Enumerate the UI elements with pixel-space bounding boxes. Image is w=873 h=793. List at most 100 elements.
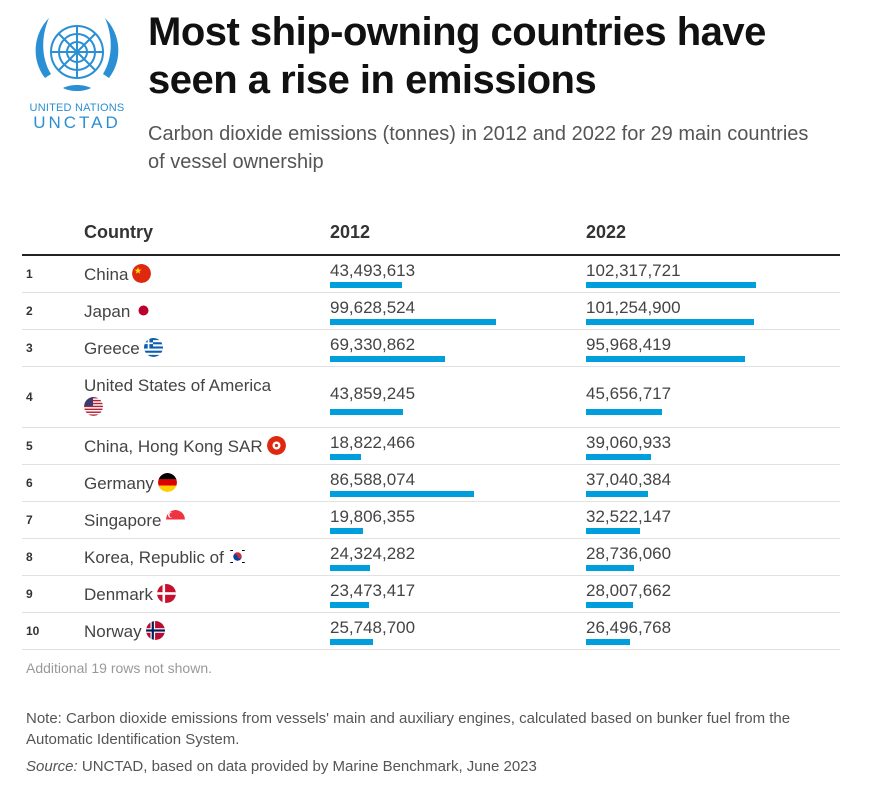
chart-subtitle: Carbon dioxide emissions (tonnes) in 201… bbox=[148, 123, 809, 173]
chart-note: Note: Carbon dioxide emissions from vess… bbox=[26, 710, 791, 748]
bar-2012 bbox=[330, 282, 402, 288]
table-row: 9 Denmark 23,473,417 28,007,662 bbox=[22, 576, 840, 613]
bar-2012 bbox=[330, 602, 369, 608]
country-cell: China bbox=[84, 264, 314, 286]
unctad-logo: UNITED NATIONS UNCTAD bbox=[22, 8, 132, 132]
bar-2022 bbox=[586, 639, 630, 645]
row-rank: 2 bbox=[26, 304, 33, 318]
denmark-flag-icon bbox=[156, 584, 176, 603]
usa-flag-icon bbox=[84, 397, 103, 416]
country-name: Germany bbox=[84, 474, 154, 493]
value-2012: 69,330,862 bbox=[330, 335, 416, 354]
bar-2022 bbox=[586, 356, 745, 362]
value-2022: 32,522,147 bbox=[586, 507, 672, 526]
bar-2012 bbox=[330, 409, 403, 415]
value-2012: 25,748,700 bbox=[330, 618, 416, 637]
value-2022: 95,968,419 bbox=[586, 335, 672, 354]
table-row: 7 Singapore 19,806,355 32,522,147 bbox=[22, 502, 840, 539]
korea-flag-icon bbox=[227, 547, 247, 566]
japan-flag-icon bbox=[134, 301, 154, 320]
value-2022: 39,060,933 bbox=[586, 433, 672, 452]
column-header-country[interactable]: Country bbox=[84, 222, 153, 242]
chart-title: Most ship-owning countries have seen a r… bbox=[148, 10, 766, 102]
row-rank: 6 bbox=[26, 476, 33, 490]
value-2012: 43,493,613 bbox=[330, 261, 416, 280]
country-name: Norway bbox=[84, 622, 142, 641]
country-cell: China, Hong Kong SAR bbox=[84, 436, 314, 458]
country-name: Denmark bbox=[84, 585, 153, 604]
table-row: 8 Korea, Republic of 24,324,282 28,736,060 bbox=[22, 539, 840, 576]
country-name: China, Hong Kong SAR bbox=[84, 437, 263, 456]
country-name: Japan bbox=[84, 302, 131, 321]
value-2022: 28,736,060 bbox=[586, 544, 672, 563]
table-row: 3 Greece 69,330,862 95,968,419 bbox=[22, 330, 840, 367]
country-cell: Germany bbox=[84, 473, 314, 495]
bar-2012 bbox=[330, 454, 361, 460]
row-rank: 10 bbox=[26, 624, 40, 638]
country-name: United States of America bbox=[84, 376, 272, 395]
bar-2022 bbox=[586, 319, 754, 325]
row-rank: 5 bbox=[26, 439, 33, 453]
value-2012: 86,588,074 bbox=[330, 470, 416, 489]
bar-2022 bbox=[586, 528, 640, 534]
chart-source: Source: UNCTAD, based on data provided b… bbox=[26, 758, 537, 775]
value-2012: 43,859,245 bbox=[330, 384, 416, 403]
source-label: Source: bbox=[26, 758, 78, 775]
bar-2022 bbox=[586, 454, 651, 460]
bar-2012 bbox=[330, 491, 474, 497]
country-cell: Denmark bbox=[84, 584, 314, 606]
value-2022: 102,317,721 bbox=[586, 261, 681, 280]
bar-2022 bbox=[586, 602, 633, 608]
bar-2012 bbox=[330, 639, 373, 645]
table-row: 10 Norway 25,748,700 26,496,768 bbox=[22, 613, 840, 650]
country-cell: United States of America bbox=[84, 375, 314, 419]
hongkong-flag-icon bbox=[266, 436, 286, 455]
bar-2012 bbox=[330, 356, 445, 362]
table-row: 6 Germany 86,588,074 37,040,384 bbox=[22, 465, 840, 502]
china-flag-icon bbox=[132, 264, 152, 283]
bar-2012 bbox=[330, 565, 370, 571]
row-rank: 9 bbox=[26, 587, 33, 601]
table-row: 4 United States of America 43,859,245 45,65… bbox=[22, 367, 840, 428]
row-rank: 3 bbox=[26, 341, 33, 355]
country-cell: Korea, Republic of bbox=[84, 547, 314, 569]
table-row: 2 Japan 99,628,524 101,254,900 bbox=[22, 293, 840, 330]
country-name: Korea, Republic of bbox=[84, 548, 224, 567]
row-rank: 4 bbox=[26, 390, 33, 404]
country-name: Singapore bbox=[84, 511, 162, 530]
value-2012: 24,324,282 bbox=[330, 544, 416, 563]
row-rank: 8 bbox=[26, 550, 33, 564]
value-2012: 19,806,355 bbox=[330, 507, 416, 526]
value-2022: 26,496,768 bbox=[586, 618, 672, 637]
table-body: 1 China 43,493,613 102,317,721 2 Japan 99,628,… bbox=[22, 256, 840, 650]
bar-2022 bbox=[586, 491, 648, 497]
bar-2022 bbox=[586, 282, 756, 288]
logo-text-unctad: UNCTAD bbox=[33, 113, 121, 132]
country-cell: Japan bbox=[84, 301, 314, 323]
country-name: China bbox=[84, 265, 129, 284]
bar-2022 bbox=[586, 565, 634, 571]
country-cell: Norway bbox=[84, 621, 314, 643]
un-emblem-icon bbox=[35, 18, 119, 91]
value-2012: 18,822,466 bbox=[330, 433, 416, 452]
value-2012: 23,473,417 bbox=[330, 581, 416, 600]
value-2022: 45,656,717 bbox=[586, 384, 672, 403]
bar-2012 bbox=[330, 528, 363, 534]
logo-text-united-nations: UNITED NATIONS bbox=[29, 102, 125, 114]
table-row: 1 China 43,493,613 102,317,721 bbox=[22, 256, 840, 293]
country-cell: Singapore bbox=[84, 510, 314, 532]
singapore-flag-icon bbox=[165, 510, 185, 529]
emissions-table: Country 2012 2022 1 China 43,493,613 102,31… bbox=[22, 214, 840, 650]
germany-flag-icon bbox=[157, 473, 177, 492]
country-name: Greece bbox=[84, 339, 140, 358]
bar-2012 bbox=[330, 319, 496, 325]
source-text: UNCTAD, based on data provided by Marine… bbox=[81, 758, 537, 775]
value-2022: 37,040,384 bbox=[586, 470, 672, 489]
bar-2022 bbox=[586, 409, 662, 415]
greece-flag-icon bbox=[143, 338, 163, 357]
value-2022: 101,254,900 bbox=[586, 298, 681, 317]
norway-flag-icon bbox=[145, 621, 165, 640]
row-rank: 7 bbox=[26, 513, 33, 527]
column-header-2022[interactable]: 2022 bbox=[586, 222, 627, 242]
column-header-2012[interactable]: 2012 bbox=[330, 222, 371, 242]
